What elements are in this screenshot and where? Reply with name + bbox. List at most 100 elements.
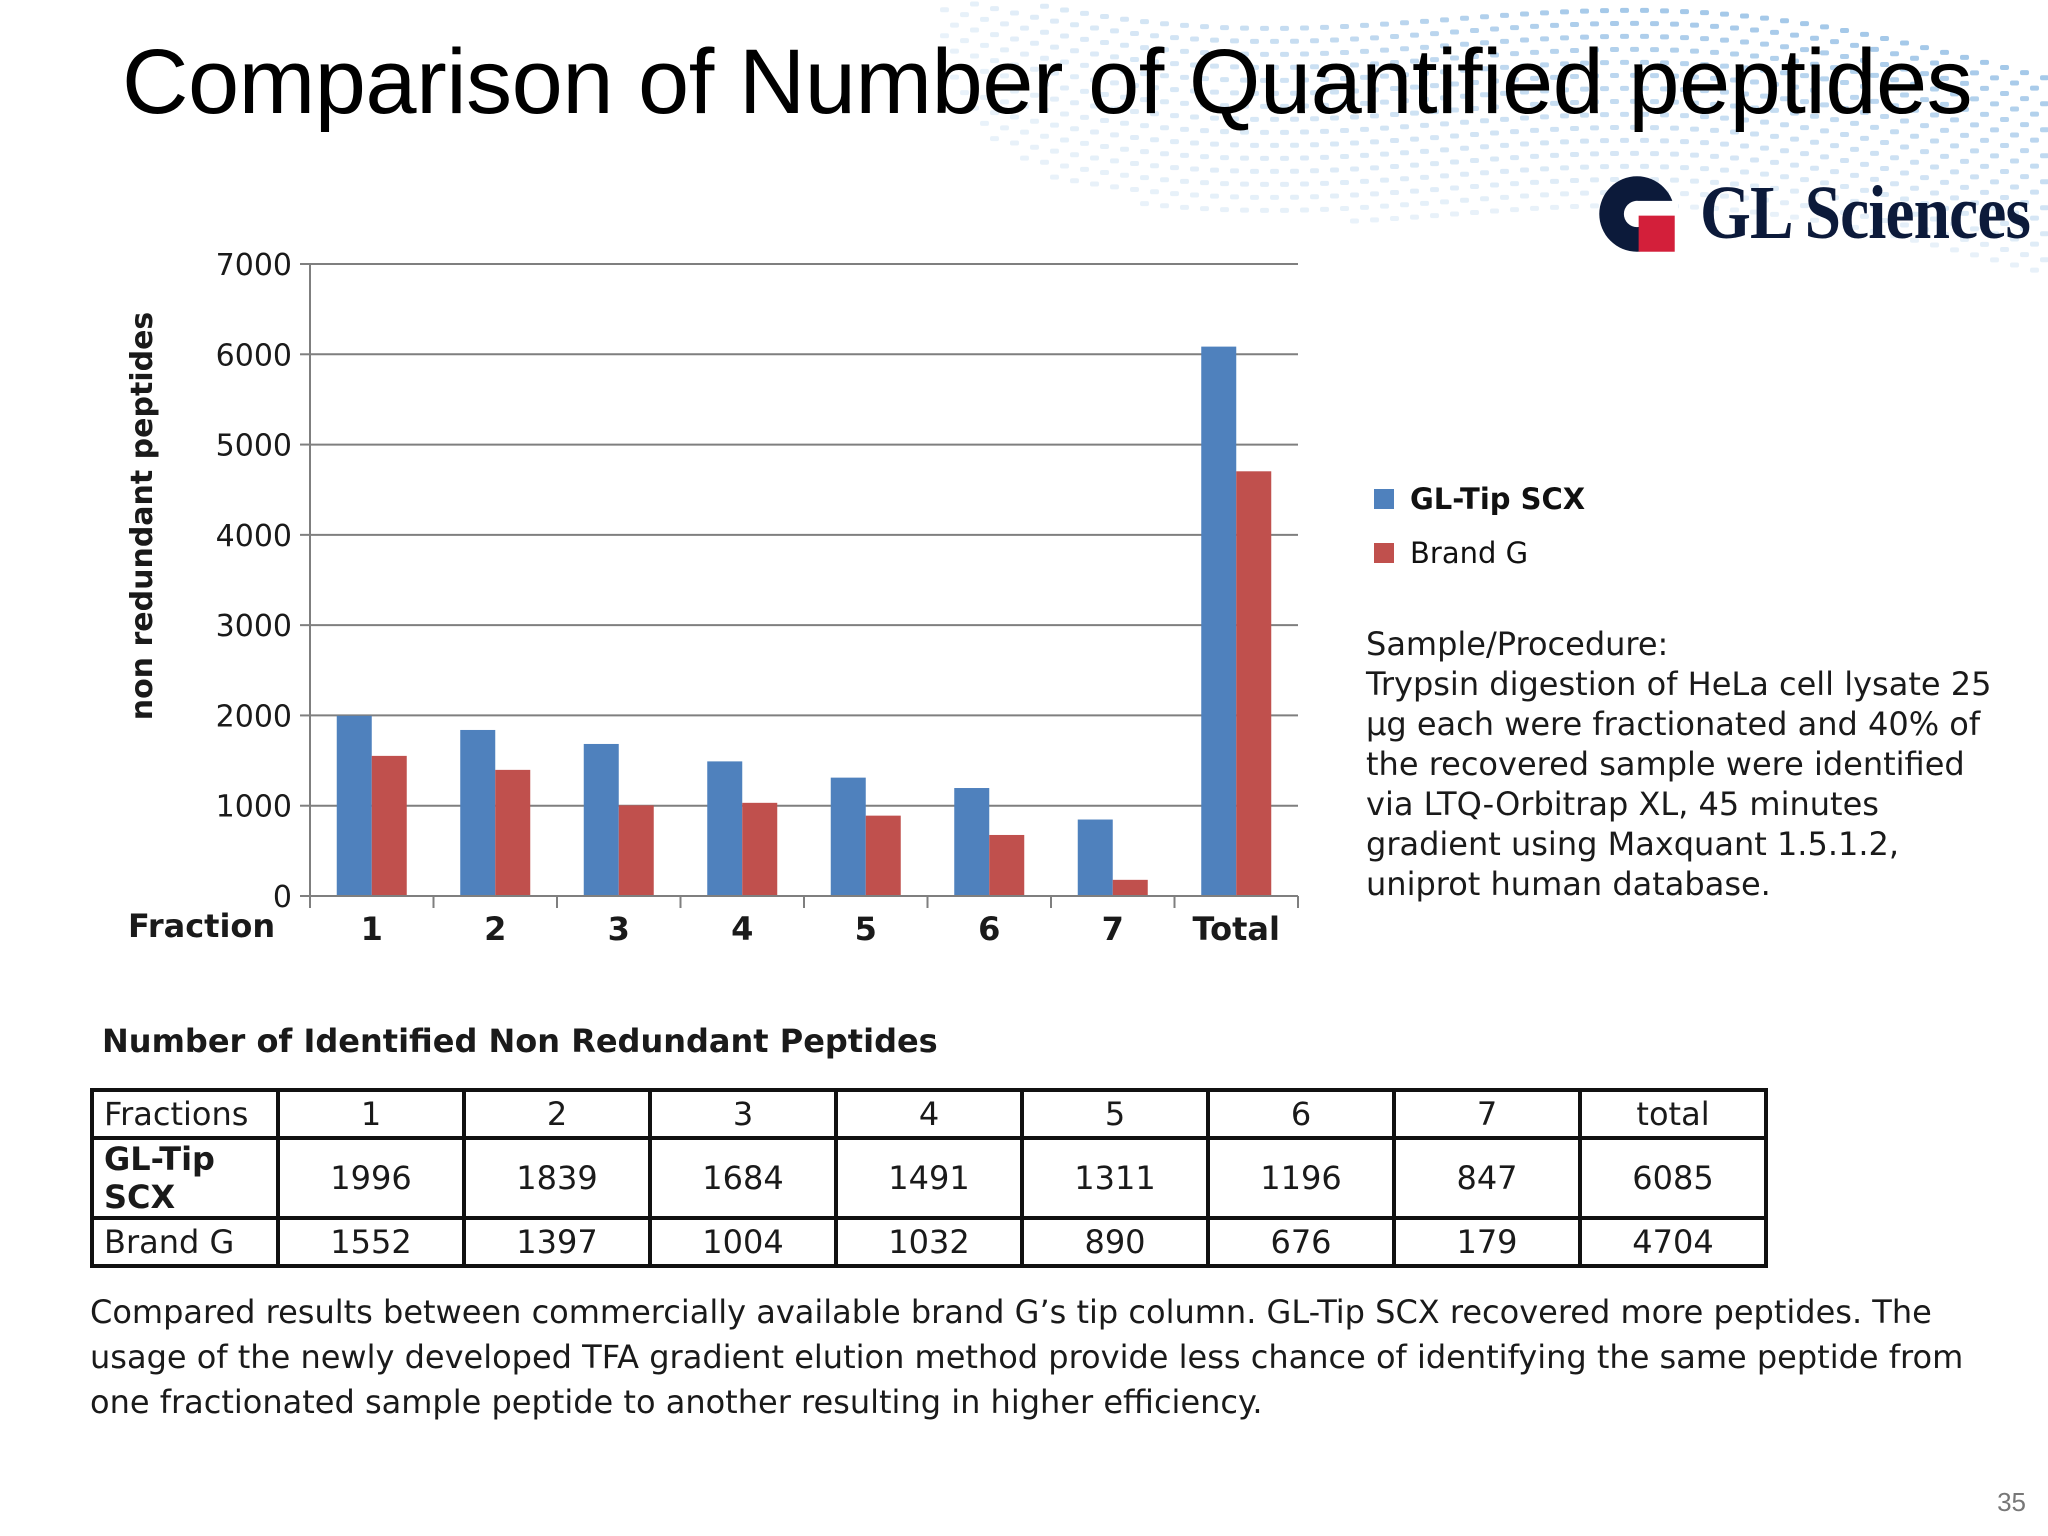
decorative-dot	[1780, 96, 1789, 102]
decorative-dot	[1540, 36, 1549, 42]
decorative-dot	[1300, 25, 1309, 31]
decorative-dot	[1070, 100, 1079, 106]
decorative-dot	[1910, 55, 1919, 61]
decorative-dot	[1380, 151, 1389, 157]
decorative-dot	[1600, 60, 1609, 66]
decorative-dot	[1460, 67, 1469, 73]
x-tick-label: 1	[361, 910, 383, 948]
decorative-dot	[1780, 200, 1789, 206]
decorative-dot	[1900, 66, 1909, 72]
decorative-dot	[1530, 75, 1539, 81]
decorative-dot	[1220, 77, 1229, 83]
decorative-dot	[1320, 128, 1329, 134]
decorative-dot	[1680, 87, 1689, 93]
decorative-dot	[1990, 127, 1999, 133]
decorative-dot	[1210, 167, 1219, 173]
decorative-dot	[1820, 24, 1829, 30]
decorative-dot	[1050, 148, 1059, 154]
gl-sciences-logo: GL Sciences	[1596, 170, 2048, 257]
decorative-dot	[1970, 174, 1979, 180]
decorative-dot	[1720, 115, 1729, 121]
decorative-dot	[1270, 90, 1279, 96]
decorative-dot	[1850, 120, 1859, 126]
decorative-dot	[1330, 89, 1339, 95]
decorative-dot	[1510, 25, 1519, 31]
decorative-dot	[1680, 191, 1689, 197]
decorative-dot	[1120, 120, 1129, 126]
table-row-label: GL-Tip SCX	[90, 1136, 280, 1220]
decorative-dot	[1510, 129, 1519, 135]
decorative-dot	[1180, 178, 1189, 184]
table-header-cell: 7	[1392, 1088, 1582, 1140]
decorative-dot	[1990, 179, 1999, 185]
decorative-dot	[1950, 91, 1959, 97]
decorative-dot	[1080, 88, 1089, 94]
decorative-dot	[1210, 63, 1219, 69]
decorative-dot	[1800, 125, 1809, 131]
decorative-dot	[1510, 77, 1519, 83]
decorative-dot	[1950, 221, 1959, 227]
decorative-dot	[1310, 194, 1319, 200]
decorative-dot	[1150, 163, 1159, 169]
decorative-dot	[1940, 231, 1949, 237]
decorative-dot	[1560, 35, 1569, 41]
decorative-dot	[1870, 46, 1879, 52]
decorative-dot	[1390, 86, 1399, 92]
decorative-dot	[1160, 125, 1169, 131]
table-title: Number of Identified Non Redundant Pepti…	[102, 1022, 938, 1060]
decorative-dot	[1070, 48, 1079, 54]
decorative-dot	[1550, 126, 1559, 132]
decorative-dot	[1390, 164, 1399, 170]
x-axis-label: Fraction	[128, 907, 275, 945]
decorative-dot	[1540, 10, 1549, 16]
decorative-dot	[1450, 55, 1459, 61]
decorative-dot	[1000, 21, 1009, 27]
bar-gl-tip-scx-total	[1201, 346, 1237, 896]
decorative-dot	[1720, 193, 1729, 199]
decorative-dot	[1190, 62, 1199, 68]
decorative-dot	[1540, 192, 1549, 198]
decorative-dot	[1340, 101, 1349, 107]
bar-gl-tip-scx-4	[707, 761, 743, 896]
decorative-dot	[1810, 139, 1819, 145]
decorative-dot	[1740, 117, 1749, 123]
decorative-dot	[1590, 203, 1599, 209]
decorative-dot	[1190, 36, 1199, 42]
decorative-dot	[2000, 168, 2009, 174]
decorative-dot	[1700, 62, 1709, 68]
decorative-dot	[1720, 37, 1729, 43]
decorative-dot	[1050, 174, 1059, 180]
decorative-dot	[1510, 181, 1519, 187]
decorative-dot	[990, 58, 999, 64]
decorative-dot	[1110, 80, 1119, 86]
decorative-dot	[970, 27, 979, 33]
decorative-dot	[1090, 25, 1099, 31]
decorative-dot	[1540, 114, 1549, 120]
decorative-dot	[1960, 80, 1969, 86]
decorative-dot	[1910, 159, 1919, 165]
decorative-dot	[1260, 207, 1269, 213]
decorative-dot	[1610, 20, 1619, 26]
decorative-dot	[1890, 233, 1899, 239]
decorative-dot	[1790, 162, 1799, 168]
table-header-cell: 3	[648, 1088, 838, 1140]
decorative-dot	[1000, 47, 1009, 53]
decorative-dot	[1350, 62, 1359, 68]
decorative-dot	[1130, 161, 1139, 167]
decorative-dot	[1940, 101, 1949, 107]
decorative-dot	[1800, 151, 1809, 157]
decorative-dot	[1030, 144, 1039, 150]
decorative-dot	[1300, 103, 1309, 109]
decorative-dot	[940, 33, 949, 39]
decorative-dot	[1570, 21, 1579, 27]
decorative-dot	[1700, 114, 1709, 120]
decorative-dot	[1360, 204, 1369, 210]
decorative-dot	[2010, 262, 2019, 268]
legend-swatch	[1374, 543, 1394, 563]
decorative-dot	[1360, 126, 1369, 132]
decorative-dot	[1130, 187, 1139, 193]
decorative-dot	[1010, 10, 1019, 16]
decorative-dot	[1820, 50, 1829, 56]
decorative-dot	[1260, 103, 1269, 109]
decorative-dot	[1480, 196, 1489, 202]
